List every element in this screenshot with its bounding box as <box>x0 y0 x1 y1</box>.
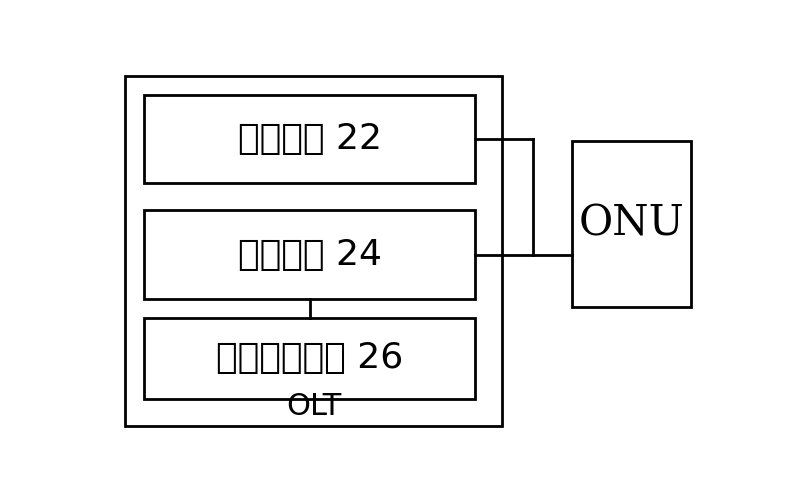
Text: OLT: OLT <box>286 392 342 421</box>
Bar <box>144 318 475 399</box>
Text: 第一判断模块 26: 第一判断模块 26 <box>216 342 403 375</box>
Text: 接收模块 24: 接收模块 24 <box>238 237 382 272</box>
Bar <box>572 141 691 307</box>
Bar <box>144 95 475 183</box>
Bar <box>144 210 475 299</box>
Bar <box>125 76 502 426</box>
Text: ONU: ONU <box>578 203 684 245</box>
Text: 发送模块 22: 发送模块 22 <box>238 122 382 156</box>
